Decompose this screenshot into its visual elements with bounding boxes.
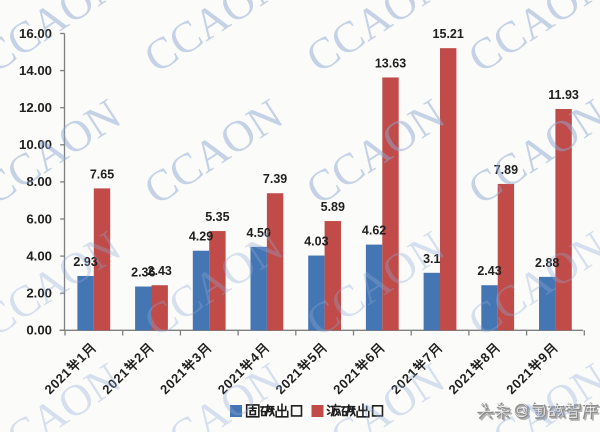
svg-text:4.29: 4.29	[189, 230, 213, 244]
svg-text:7.65: 7.65	[90, 167, 114, 181]
svg-text:16.00: 16.00	[19, 26, 52, 41]
svg-text:0.00: 0.00	[26, 323, 52, 338]
svg-text:15.21: 15.21	[433, 27, 464, 41]
svg-text:3.1: 3.1	[423, 252, 440, 266]
svg-text:13.63: 13.63	[375, 57, 406, 71]
svg-text:12.00: 12.00	[19, 100, 52, 115]
svg-text:4.50: 4.50	[247, 226, 271, 240]
svg-text:7.39: 7.39	[263, 172, 287, 186]
svg-text:4.62: 4.62	[362, 224, 386, 238]
svg-text:10.00: 10.00	[19, 137, 52, 152]
svg-text:5.89: 5.89	[321, 200, 345, 214]
svg-text:4.00: 4.00	[26, 248, 52, 263]
svg-text:14.00: 14.00	[19, 63, 52, 78]
svg-text:2.00: 2.00	[26, 286, 52, 301]
svg-text:2.43: 2.43	[148, 264, 172, 278]
svg-text:11.93: 11.93	[548, 88, 579, 102]
svg-text:2.36: 2.36	[131, 266, 155, 280]
svg-text:2.43: 2.43	[477, 264, 501, 278]
svg-text:6.00: 6.00	[26, 211, 52, 226]
svg-text:5.35: 5.35	[205, 210, 229, 224]
svg-text:2.88: 2.88	[535, 256, 559, 270]
svg-text:2.93: 2.93	[73, 255, 97, 269]
svg-text:8.00: 8.00	[26, 174, 52, 189]
svg-text:7.89: 7.89	[494, 163, 518, 177]
svg-text:4.03: 4.03	[304, 235, 328, 249]
